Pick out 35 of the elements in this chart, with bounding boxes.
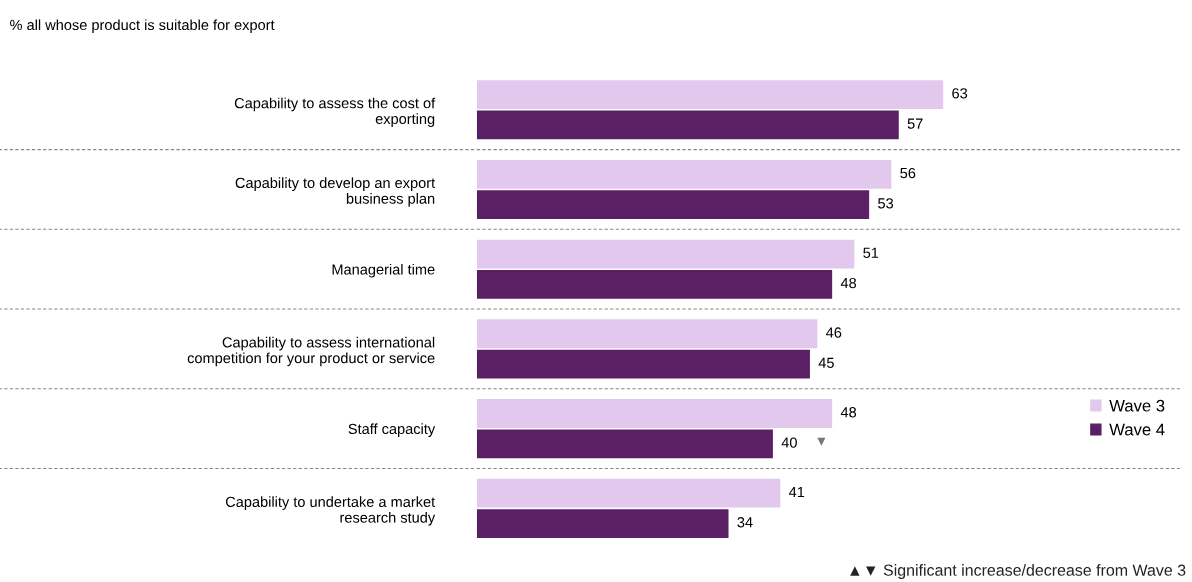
bar xyxy=(476,110,899,140)
y-tick-label: Capability to undertake a market research study xyxy=(225,496,436,526)
bar xyxy=(476,159,892,189)
bar xyxy=(476,269,833,299)
bar xyxy=(476,509,729,538)
text: ▲▼ Significant increase/decrease from Wave 3 xyxy=(850,564,1186,579)
bar xyxy=(476,239,855,269)
y-tick-label: Capability to develop an export business plan xyxy=(235,177,436,207)
data-label: 40 xyxy=(781,437,797,448)
y-tick-label: Staff capacity xyxy=(348,423,436,437)
data-label: 48 xyxy=(840,407,857,418)
bar xyxy=(476,319,818,349)
y-tick-label: Capability to assess international competition for your product or service xyxy=(187,336,435,367)
bar xyxy=(476,80,944,109)
data-label: 53 xyxy=(878,198,894,209)
data-label: 56 xyxy=(900,167,916,179)
annotation: ▼ xyxy=(817,437,826,446)
data-label: 63 xyxy=(952,88,968,99)
bar xyxy=(476,349,810,379)
data-label: 41 xyxy=(788,486,805,497)
y-tick-label: Capability to assess the cost of exporting xyxy=(234,97,436,127)
y-tick-label: Managerial time xyxy=(332,263,435,278)
bar xyxy=(476,190,870,219)
data-label: 51 xyxy=(863,247,879,258)
bar xyxy=(476,399,833,428)
data-label: 45 xyxy=(818,357,834,368)
bar xyxy=(476,478,781,508)
legend-label: Wave 4 xyxy=(1109,423,1165,436)
data-label: 34 xyxy=(737,517,753,528)
legend-label: Wave 3 xyxy=(1109,399,1165,412)
data-label: 48 xyxy=(840,277,857,289)
bar xyxy=(476,429,773,459)
data-label: 46 xyxy=(826,327,842,338)
text: % all whose product is suitable for export xyxy=(10,19,275,33)
data-label: 57 xyxy=(907,118,923,129)
